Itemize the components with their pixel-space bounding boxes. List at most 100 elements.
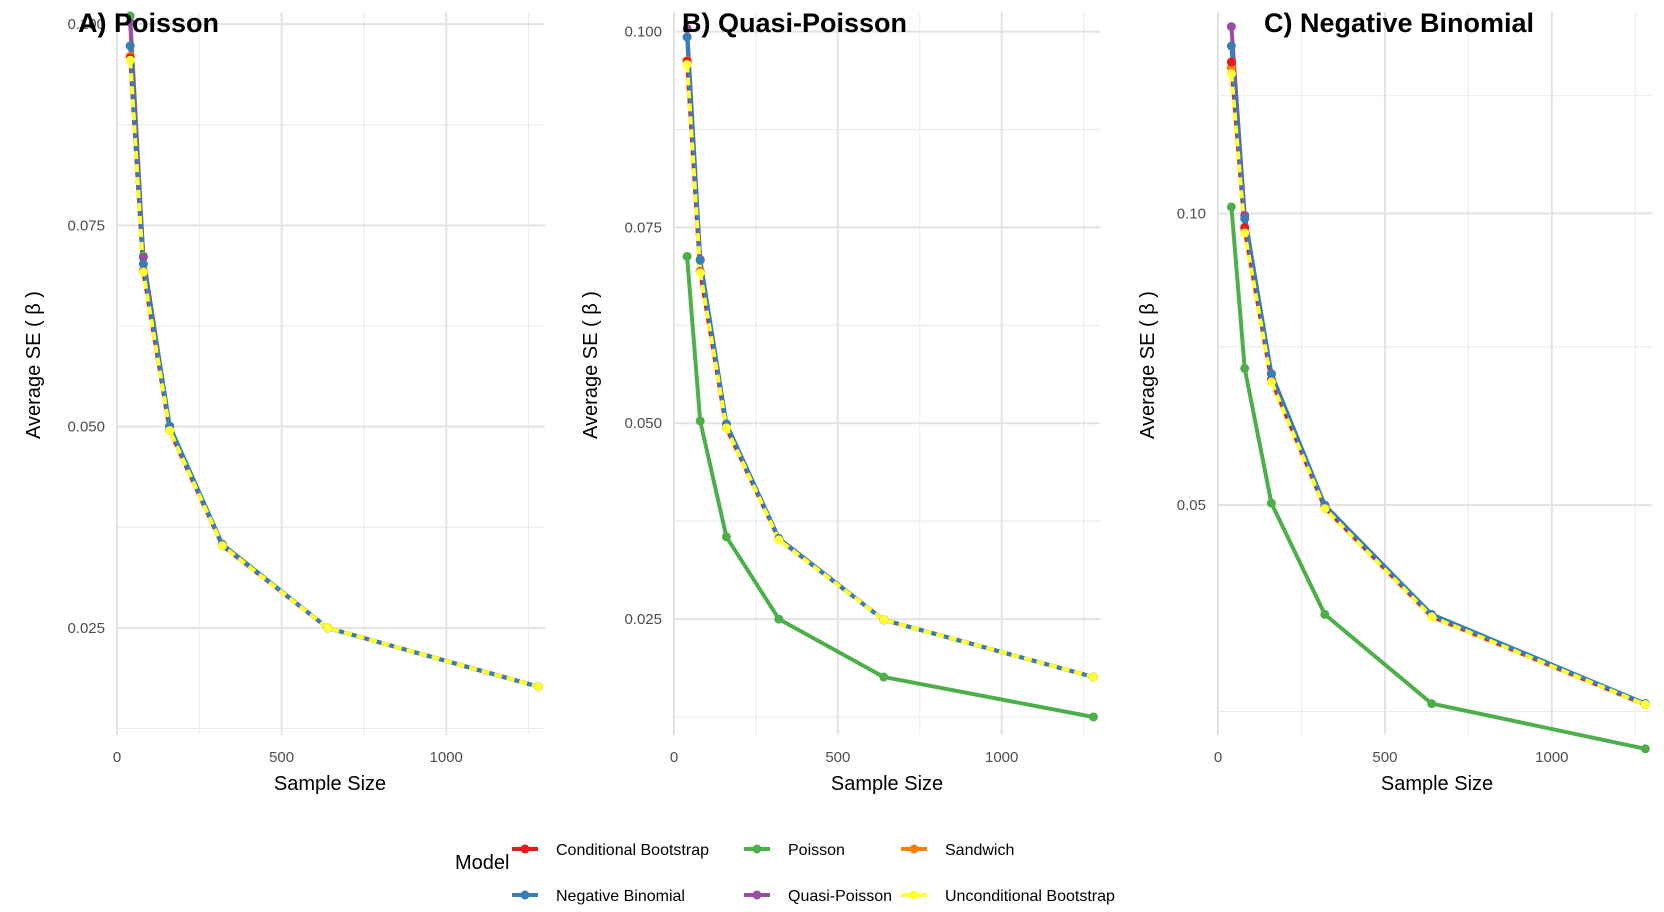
legend-item-sandwich: Sandwich: [901, 842, 1014, 859]
series-line-negative-binomial: [685, 36, 1094, 679]
legend-item-conditional-bootstrap: Conditional Bootstrap: [512, 842, 709, 859]
y-axis-title: Average SE ( β ): [580, 291, 602, 439]
series-line-negative-binomial: [128, 45, 539, 689]
series-line-unconditional-bootstrap: [1229, 73, 1647, 707]
data-point-poisson: [1427, 699, 1437, 709]
legend-key-point: [909, 844, 919, 854]
x-axis-title: Sample Size: [831, 773, 943, 795]
series-line-quasi-poisson: [128, 22, 539, 689]
data-point-poisson: [774, 614, 784, 624]
series-line-negative-binomial: [1229, 45, 1647, 706]
x-tick-label: 0: [670, 749, 678, 766]
x-tick-label: 1000: [985, 749, 1018, 766]
legend-key-point: [752, 890, 762, 900]
panel-series-points: [682, 23, 1098, 722]
data-point-poisson: [695, 416, 705, 426]
data-point-unconditional-bootstrap: [695, 268, 705, 278]
panel-title: A) Poisson: [78, 8, 219, 38]
y-tick-label: 0.075: [624, 219, 662, 236]
x-axis-title: Sample Size: [1381, 773, 1493, 795]
data-point-poisson: [1266, 498, 1276, 508]
data-point-unconditional-bootstrap: [533, 682, 543, 692]
panel-series-points: [1226, 22, 1650, 754]
data-point-poisson: [721, 532, 731, 542]
data-point-poisson: [1320, 609, 1330, 619]
x-tick-label: 0: [113, 749, 121, 766]
legend-item-negative-binomial: Negative Binomial: [512, 888, 685, 905]
series-line-poisson: [1229, 206, 1646, 751]
data-point-poisson: [1640, 744, 1650, 754]
data-point-negative-binomial: [695, 255, 705, 265]
data-point-quasi-poisson: [125, 17, 135, 27]
panel-title: B) Quasi-Poisson: [682, 8, 907, 38]
panel-series-lines: [685, 28, 1094, 719]
x-tick-label: 1000: [1535, 749, 1568, 766]
y-tick-label: 0.050: [624, 415, 662, 432]
data-point-unconditional-bootstrap: [138, 267, 148, 277]
data-point-negative-binomial: [138, 259, 148, 269]
data-point-negative-binomial: [1226, 41, 1236, 51]
legend-label: Conditional Bootstrap: [556, 842, 709, 859]
y-tick-label: 0.05: [1177, 497, 1206, 514]
series-line-sandwich: [1229, 67, 1647, 707]
data-point-unconditional-bootstrap: [217, 541, 227, 551]
x-axis-title: Sample Size: [274, 773, 386, 795]
data-point-unconditional-bootstrap: [125, 55, 135, 65]
panel-negative-binomial: 0 500 1000 0.05 0.10 C) Negative Binomial Sa…: [1137, 8, 1652, 795]
data-point-poisson: [1226, 202, 1236, 212]
legend-title: Model: [455, 852, 509, 874]
legend-key-point: [520, 844, 530, 854]
series-line-unconditional-bootstrap: [128, 60, 539, 689]
legend-item-poisson: Poisson: [744, 842, 845, 859]
panel-tick-labels: 0 500 1000 0.025 0.050 0.075 0.100: [624, 24, 1018, 766]
x-tick-label: 500: [1372, 749, 1397, 766]
series-line-sandwich: [128, 56, 539, 689]
series-line-sandwich: [685, 60, 1094, 679]
series-line-conditional-bootstrap: [128, 57, 539, 689]
panel-title: C) Negative Binomial: [1264, 8, 1534, 38]
legend-label: Sandwich: [945, 842, 1014, 859]
x-tick-label: 500: [269, 749, 294, 766]
data-point-quasi-poisson: [682, 23, 692, 33]
y-axis-title: Average SE ( β ): [1137, 291, 1159, 439]
data-point-quasi-poisson: [1226, 22, 1236, 32]
x-tick-label: 1000: [430, 749, 463, 766]
legend-items: Conditional Bootstrap Poisson Sandwich Nega…: [512, 842, 1115, 905]
series-line-quasi-poisson: [1229, 26, 1647, 706]
data-point-quasi-poisson: [138, 253, 148, 263]
x-tick-label: 0: [1214, 749, 1222, 766]
y-tick-label: 0.025: [67, 620, 105, 637]
data-point-unconditional-bootstrap: [165, 426, 175, 436]
legend: Model Conditional Bootstrap Poisson Sandwi…: [455, 842, 1115, 905]
data-point-unconditional-bootstrap: [879, 615, 889, 625]
data-point-conditional-bootstrap: [1226, 57, 1236, 67]
panel-tick-labels: 0 500 1000 0.05 0.10: [1177, 205, 1569, 766]
data-point-poisson: [1088, 712, 1098, 722]
series-line-poisson: [685, 256, 1094, 719]
x-tick-label: 500: [825, 749, 850, 766]
panel-tick-labels: 0 500 1000 0.025 0.050 0.075 0.100: [67, 16, 462, 766]
panel-series-lines: [1229, 26, 1647, 751]
legend-item-unconditional-bootstrap: Unconditional Bootstrap: [901, 888, 1115, 905]
series-line-poisson: [128, 15, 539, 689]
legend-item-quasi-poisson: Quasi-Poisson: [744, 888, 892, 905]
legend-label: Poisson: [788, 842, 845, 859]
legend-key-point: [909, 890, 919, 900]
series-line-unconditional-bootstrap: [685, 64, 1094, 679]
y-tick-label: 0.025: [624, 611, 662, 628]
y-tick-label: 0.050: [67, 419, 105, 436]
data-point-negative-binomial: [1266, 369, 1276, 379]
panel-series-lines: [128, 15, 539, 689]
panel-series-points: [125, 11, 543, 692]
y-tick-label: 0.100: [624, 24, 662, 41]
legend-label: Unconditional Bootstrap: [945, 888, 1115, 905]
data-point-unconditional-bootstrap: [323, 623, 333, 633]
y-tick-label: 0.10: [1177, 205, 1206, 222]
data-point-unconditional-bootstrap: [721, 423, 731, 433]
data-point-unconditional-bootstrap: [682, 59, 692, 69]
data-point-poisson: [879, 672, 889, 682]
data-point-negative-binomial: [682, 32, 692, 42]
legend-label: Quasi-Poisson: [788, 888, 892, 905]
